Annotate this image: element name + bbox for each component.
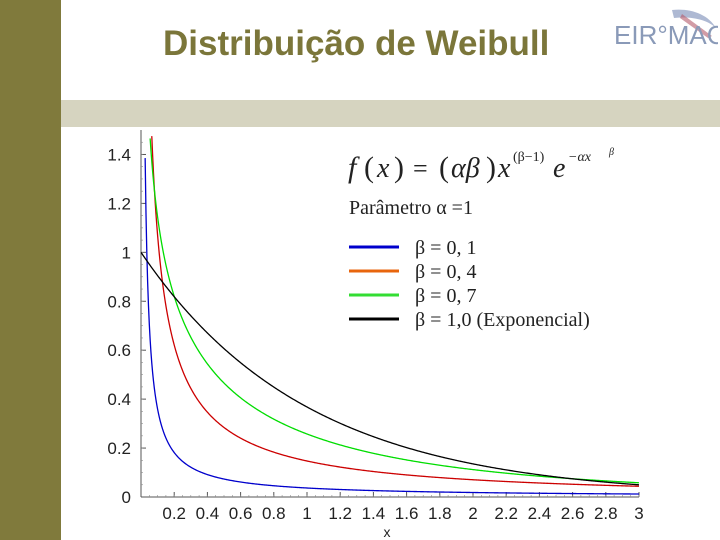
x-tick-label: 1.8 bbox=[428, 504, 452, 523]
series-line-2 bbox=[151, 136, 640, 487]
formula-exponent2: −αx bbox=[568, 150, 592, 165]
y-tick-label: 0.2 bbox=[107, 439, 131, 458]
series-line-1 bbox=[144, 158, 640, 495]
formula-exponent2-power: β bbox=[608, 147, 614, 158]
y-tick-label: 0.4 bbox=[107, 390, 131, 409]
x-tick-label: 2.2 bbox=[494, 504, 518, 523]
x-tick-labels: 0.2 0.4 0.6 0.8 1 1.2 1.4 1.6 1.8 2 2.2 2.4 2.6 2.8 3 bbox=[149, 492, 644, 523]
logo-stripe-shape bbox=[680, 14, 712, 38]
series-curves bbox=[140, 136, 640, 495]
series-line-4 bbox=[140, 251, 640, 486]
formula-e: e bbox=[553, 153, 565, 184]
x-tick-label: 1.6 bbox=[395, 504, 419, 523]
y-tick-label: 0 bbox=[122, 488, 131, 507]
legend: β = 0, 1β = 0, 4β = 0, 7β = 1,0 (Exponen… bbox=[349, 237, 590, 331]
left-sidebar-bar bbox=[0, 0, 61, 540]
y-tick-label: 0.8 bbox=[107, 292, 131, 311]
formula-f: f bbox=[348, 151, 360, 184]
x-tick-label: 2.6 bbox=[561, 504, 585, 523]
legend-label-3: β = 0, 7 bbox=[415, 285, 476, 307]
eirmac-logo: EIR°MAC bbox=[614, 9, 718, 50]
formula-paren-close: ) bbox=[394, 151, 404, 184]
x-tick-label: 0.8 bbox=[262, 504, 286, 523]
x-tick-label: 1.2 bbox=[328, 504, 352, 523]
formula-x: x bbox=[376, 153, 390, 184]
x-tick-label: 2.8 bbox=[594, 504, 618, 523]
x-tick-label: 1 bbox=[302, 504, 311, 523]
y-tick-label: 1.2 bbox=[107, 194, 131, 213]
formula-paren2-open: ( bbox=[439, 151, 449, 184]
x-tick-label: 3 bbox=[634, 504, 643, 523]
header-divider-band bbox=[61, 100, 720, 127]
y-tick-label: 1 bbox=[122, 243, 131, 262]
logo-text: EIR°MAC bbox=[614, 20, 718, 50]
formula-exponent1: (β−1) bbox=[513, 150, 545, 165]
slide-title: Distribuição de Weibull bbox=[163, 24, 550, 63]
x-tick-label: 1.4 bbox=[362, 504, 386, 523]
x-tick-label: 0.2 bbox=[162, 504, 186, 523]
formula-paren-open: ( bbox=[364, 151, 374, 184]
x-tick-label: 0.6 bbox=[229, 504, 253, 523]
formula-equals: = bbox=[413, 154, 428, 183]
parameter-alpha-text: Parâmetro α =1 bbox=[349, 197, 473, 219]
legend-label-4: β = 1,0 (Exponencial) bbox=[415, 309, 590, 331]
y-tick-label: 0.6 bbox=[107, 341, 131, 360]
formula-paren2-close: ) bbox=[486, 151, 496, 184]
y-tick-labels: 0 0.2 0.4 0.6 0.8 1 1.2 1.4 bbox=[107, 141, 146, 507]
x-tick-label: 2.4 bbox=[528, 504, 552, 523]
formula-x2: x bbox=[497, 153, 511, 184]
legend-label-2: β = 0, 4 bbox=[415, 261, 476, 283]
formula-alpha-beta: αβ bbox=[451, 153, 480, 184]
x-tick-label: 0.4 bbox=[196, 504, 220, 523]
x-axis-label: x bbox=[384, 524, 391, 540]
formula-annotation: f ( x ) = ( αβ ) x (β−1) e −αx β Parâmet… bbox=[348, 147, 614, 219]
legend-label-1: β = 0, 1 bbox=[415, 237, 476, 259]
weibull-chart: 0.2 0.4 0.6 0.8 1 1.2 1.4 1.6 1.8 2 2.2 2.4 2.6 2.8 3 … bbox=[107, 130, 644, 540]
y-tick-label: 1.4 bbox=[107, 145, 131, 164]
logo-swoosh-shape bbox=[672, 9, 716, 28]
x-tick-label: 2 bbox=[468, 504, 477, 523]
